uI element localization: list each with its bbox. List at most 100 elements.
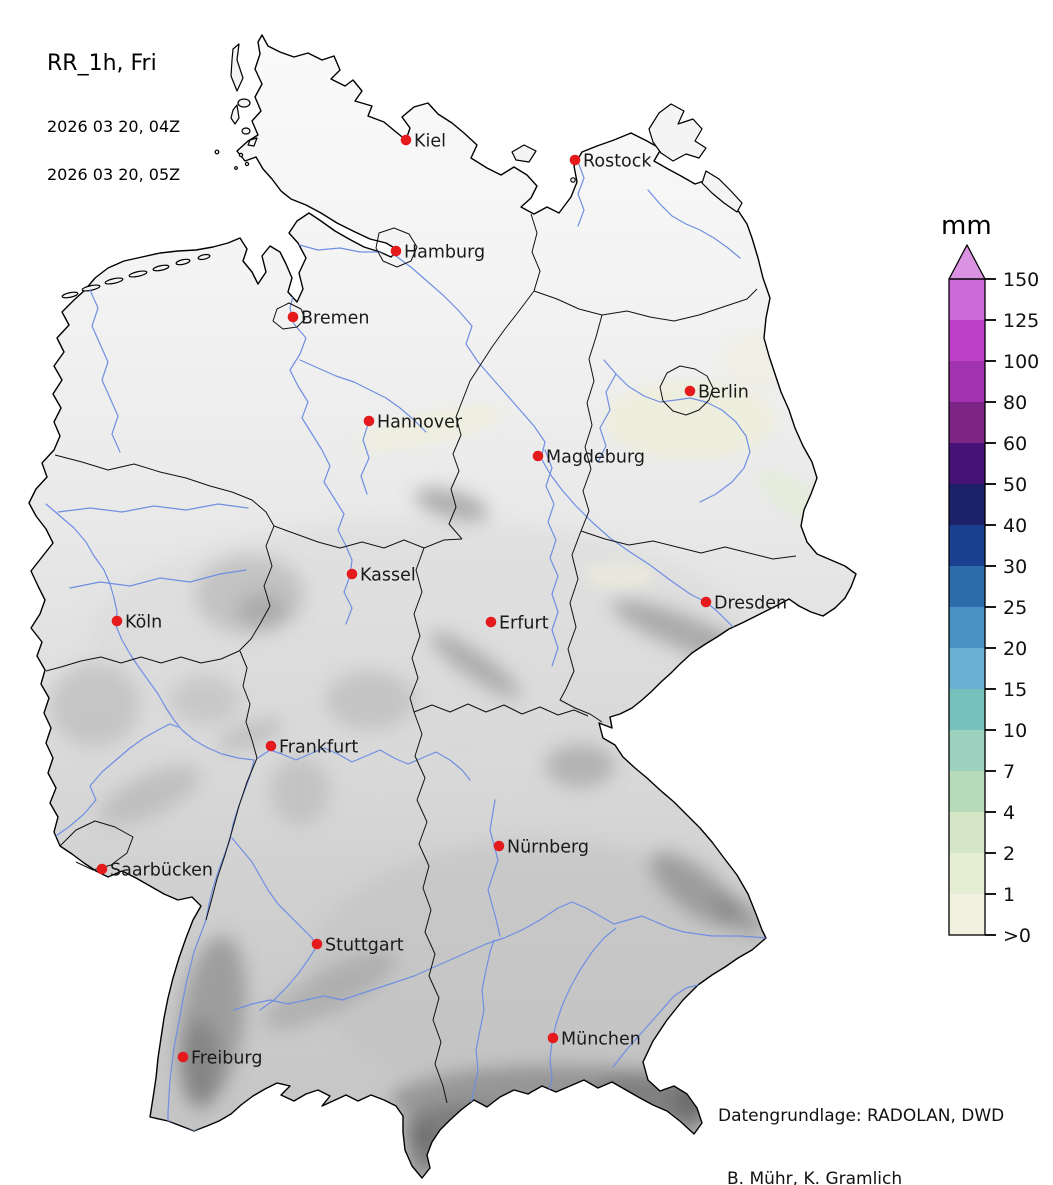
colorbar: 150 125 100 80 60 50 40 30 25 20 15 10 7 4 2 1 >0 — [948, 244, 1039, 947]
city-label: Kassel — [360, 566, 416, 586]
state-borders — [45, 213, 797, 1104]
attribution-authors: B. Mühr, K. Gramlich — [727, 1169, 903, 1185]
city-label: Frankfurt — [279, 738, 358, 758]
colorbar-tick-label: >0 — [1003, 925, 1031, 947]
colorbar-segment — [949, 730, 985, 771]
river-isar — [547, 927, 617, 1097]
colorbar-arrow — [948, 244, 986, 280]
colorbar-segment — [949, 443, 985, 484]
river-main — [257, 747, 471, 781]
city-dot — [485, 616, 497, 628]
city-dot — [96, 863, 108, 875]
city-dot — [700, 596, 712, 608]
city-label: Bremen — [301, 309, 370, 329]
city-label: Hamburg — [404, 243, 485, 263]
city-marker: Hamburg — [390, 243, 485, 263]
colorbar-tick-label: 4 — [1003, 802, 1015, 824]
colorbar-tick-label: 150 — [1003, 269, 1039, 291]
city-marker: Bremen — [287, 309, 370, 329]
colorbar-tick-label: 60 — [1003, 433, 1027, 455]
city-label: Rostock — [583, 152, 652, 172]
city-label: Saarbücken — [110, 861, 213, 881]
city-dot — [547, 1032, 559, 1044]
river-lippe — [57, 503, 249, 513]
river-warnow — [577, 161, 585, 227]
city-dot — [311, 938, 323, 950]
city-marker: Köln — [111, 613, 162, 633]
page-title: RR_1h, Fri — [47, 51, 157, 76]
colorbar-segment — [949, 320, 985, 361]
city-label: Kiel — [414, 132, 446, 152]
city-marker: Freiburg — [177, 1049, 262, 1069]
city-dot — [684, 385, 696, 397]
colorbar-tick-label: 20 — [1003, 638, 1027, 660]
city-marker: Berlin — [684, 383, 749, 403]
colorbar-segment — [949, 402, 985, 443]
colorbar-tick-label: 10 — [1003, 720, 1027, 742]
city-label: Stuttgart — [325, 936, 404, 956]
city-label: München — [561, 1030, 641, 1050]
city-marker: Saarbücken — [96, 861, 213, 881]
city-dot — [400, 134, 412, 146]
colorbar-segment — [949, 361, 985, 402]
river-weser — [289, 291, 353, 625]
validity-times: 2026 03 20, 04Z 2026 03 20, 05Z — [47, 87, 180, 215]
city-dot — [265, 740, 277, 752]
attribution: Datengrundlage: RADOLAN, DWD B. Mühr, K.… — [718, 1064, 1004, 1185]
city-label: Freiburg — [191, 1049, 262, 1069]
city-dot — [346, 568, 358, 580]
river-havel-west — [597, 373, 617, 463]
colorbar-segment — [949, 812, 985, 853]
city-marker: Kassel — [346, 566, 416, 586]
colorbar-tick-label: 100 — [1003, 351, 1039, 373]
colorbar-tick-label: 30 — [1003, 556, 1027, 578]
attribution-source: Datengrundlage: RADOLAN, DWD — [718, 1106, 1005, 1126]
river-mosel — [55, 723, 179, 837]
river-danube — [233, 901, 767, 1011]
colorbar-tick-label: 125 — [1003, 310, 1039, 332]
river-saale — [544, 449, 559, 667]
colorbar-tick-label: 40 — [1003, 515, 1027, 537]
end-time: 2026 03 20, 05Z — [47, 165, 181, 184]
colorbar-tick-label: 7 — [1003, 761, 1015, 783]
river-inn — [612, 984, 699, 1068]
river-ruhr — [69, 569, 247, 589]
river-regnitz — [487, 799, 501, 937]
colorbar-segment — [949, 853, 985, 894]
colorbar-tick-label: 80 — [1003, 392, 1027, 414]
river-peene — [647, 189, 741, 259]
colorbar-segment — [949, 279, 985, 320]
city-marker: Erfurt — [485, 614, 549, 634]
city-markers: Kiel Rostock Hamburg Bremen Berlin Hannover Ma… — [96, 132, 787, 1069]
city-dot — [363, 415, 375, 427]
city-label: Erfurt — [499, 614, 549, 634]
city-dot — [390, 245, 402, 257]
river-leine — [360, 420, 370, 495]
city-dot — [287, 311, 299, 323]
islands — [61, 43, 743, 299]
city-marker: München — [547, 1030, 641, 1050]
colorbar-segment — [949, 607, 985, 648]
city-label: Köln — [125, 613, 162, 633]
city-marker: Magdeburg — [532, 448, 645, 468]
colorbar-segment — [949, 771, 985, 812]
colorbar-tick-label: 15 — [1003, 679, 1027, 701]
colorbar-segment — [949, 484, 985, 525]
city-label: Nürnberg — [507, 838, 589, 858]
colorbar-segment — [949, 894, 985, 935]
city-label: Berlin — [698, 383, 749, 403]
city-label: Dresden — [714, 594, 787, 614]
city-marker: Stuttgart — [311, 936, 404, 956]
city-marker: Dresden — [700, 594, 787, 614]
colorbar-segment — [949, 525, 985, 566]
city-dot — [177, 1051, 189, 1063]
mountain-shading — [50, 488, 770, 1178]
city-marker: Nürnberg — [493, 838, 589, 858]
city-label: Magdeburg — [546, 448, 645, 468]
city-dot — [111, 615, 123, 627]
river-neckar — [231, 837, 318, 1011]
city-marker: Kiel — [400, 132, 446, 152]
river-aller — [299, 359, 427, 433]
city-dot — [493, 840, 505, 852]
